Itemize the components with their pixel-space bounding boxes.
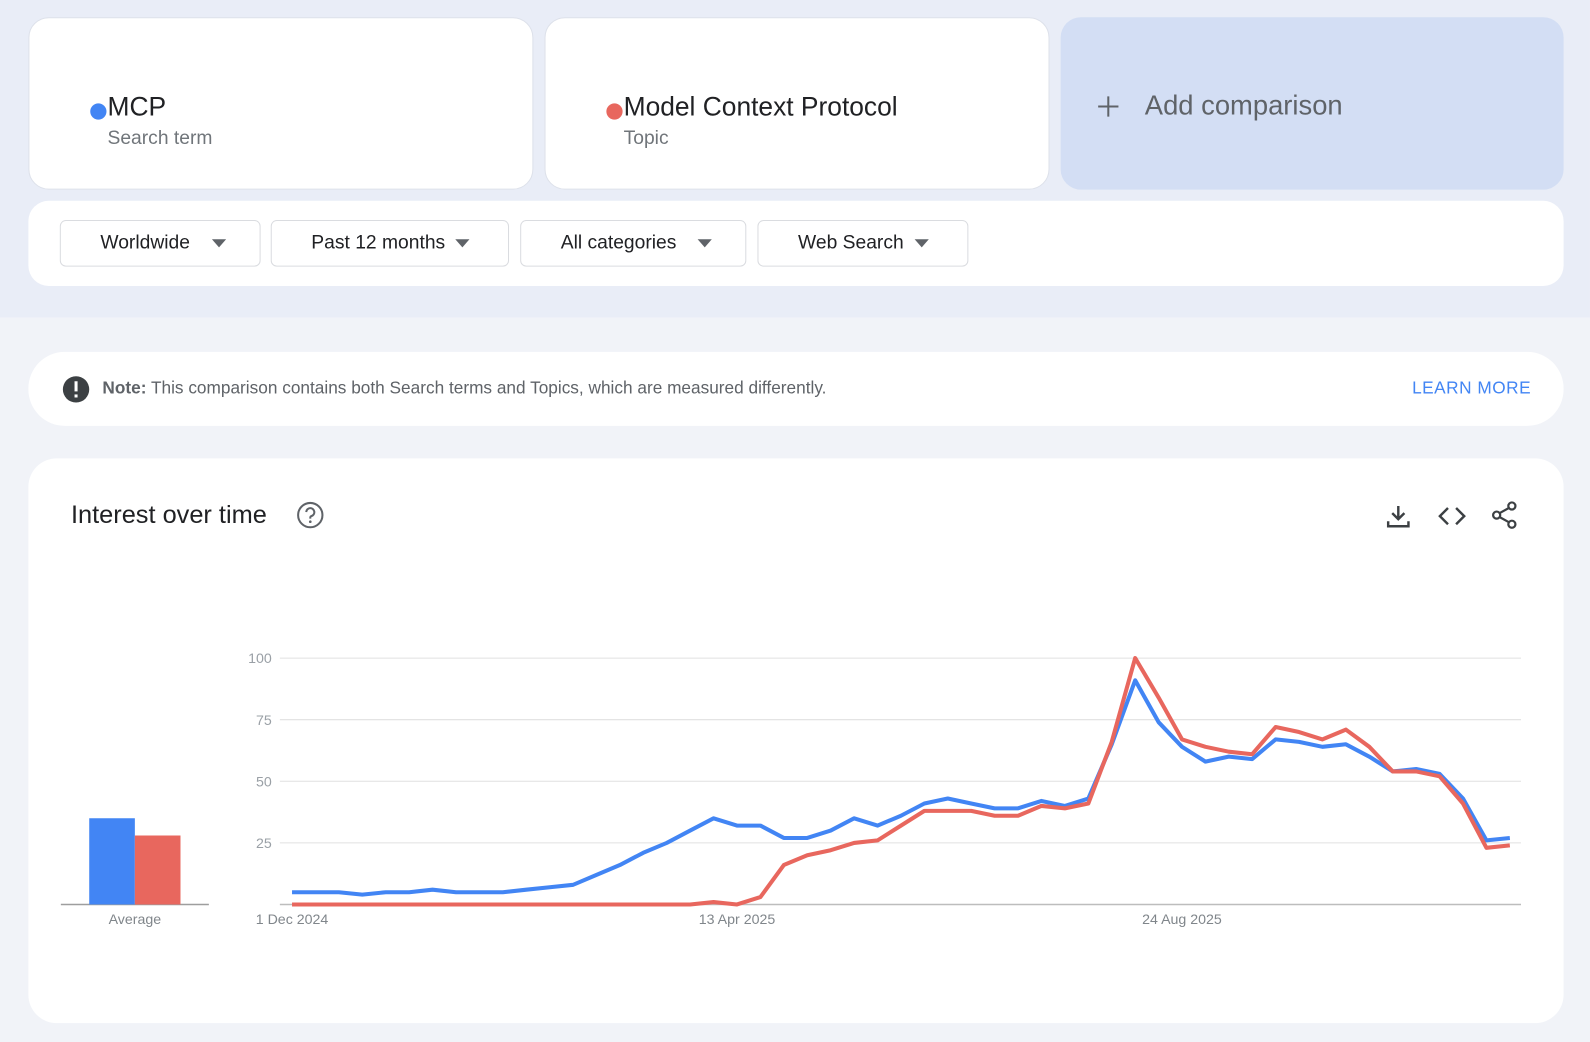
x-tick-label: 13 Apr 2025 [699, 912, 776, 928]
x-tick-label: 24 Aug 2025 [1142, 912, 1222, 928]
filter-bar: Worldwide Past 12 months All categories … [28, 200, 1564, 286]
term-type: Topic [623, 127, 669, 150]
note-banner: Note: This comparison contains both Sear… [28, 351, 1564, 426]
y-tick-label: 75 [256, 713, 272, 729]
average-label: Average [109, 912, 162, 928]
y-tick-label: 50 [256, 774, 272, 790]
help-icon[interactable] [296, 501, 324, 529]
term-card[interactable]: Model Context Protocol Topic [544, 17, 1050, 190]
download-icon[interactable] [1385, 503, 1411, 529]
term-name: MCP [107, 91, 167, 122]
average-bar [89, 818, 135, 905]
chart-card: Interest over time [28, 458, 1564, 1024]
add-comparison-label: Add comparison [1144, 90, 1343, 121]
filter-label: All categories [560, 232, 677, 254]
dropdown-arrow [211, 239, 227, 248]
term-name: Model Context Protocol [623, 91, 898, 122]
chart-title: Interest over time [70, 500, 267, 530]
series-line [292, 656, 1511, 907]
filter-label: Worldwide [100, 232, 190, 254]
term-type: Search term [107, 127, 213, 150]
filter-label: Web Search [798, 232, 904, 254]
term-dot [606, 103, 623, 120]
share-icon[interactable] [1491, 501, 1519, 529]
dropdown-arrow [914, 239, 929, 248]
y-tick-label: 100 [248, 651, 272, 667]
filter-dropdown[interactable]: Past 12 months [270, 220, 510, 267]
note-body: This comparison contains both Search ter… [150, 378, 827, 398]
dropdown-arrow [455, 239, 470, 248]
filter-dropdown[interactable]: All categories [520, 220, 747, 267]
note-text: Note: This comparison contains both Sear… [102, 378, 826, 398]
interest-chart: 25 50 75 100 1 Dec 2024 13 Apr 2025 24 Aug 202… [60, 651, 1522, 928]
average-bar [134, 835, 181, 905]
plus-icon [1098, 96, 1119, 117]
embed-icon[interactable] [1438, 503, 1466, 529]
term-card[interactable]: MCP Search term [28, 17, 534, 190]
series-line [292, 678, 1511, 897]
term-dot [90, 103, 107, 120]
x-tick-label: 1 Dec 2024 [256, 912, 329, 928]
dropdown-arrow [697, 239, 712, 248]
filter-dropdown[interactable]: Worldwide [59, 220, 261, 267]
note-label: Note: [102, 378, 147, 398]
info-icon [62, 376, 90, 403]
filter-label: Past 12 months [311, 232, 446, 254]
add-comparison[interactable]: Add comparison [1060, 17, 1564, 190]
filter-dropdown[interactable]: Web Search [757, 220, 969, 267]
y-tick-label: 25 [256, 836, 272, 852]
learn-more-link[interactable]: LEARN MORE [1412, 378, 1532, 398]
